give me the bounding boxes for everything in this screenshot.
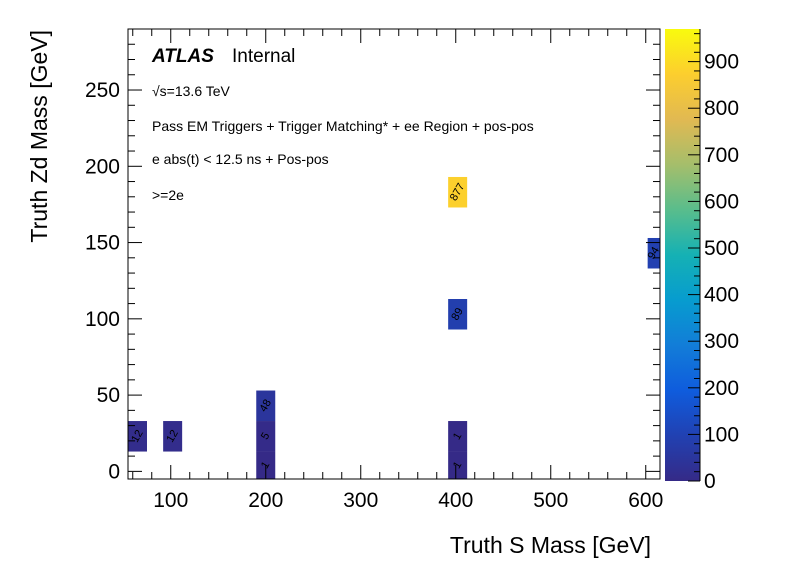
heatmap-cell	[448, 176, 468, 208]
y-tick-label: 150	[85, 232, 120, 255]
heatmap-cell	[163, 421, 183, 452]
y-tick-label: 0	[108, 460, 120, 483]
palette-gradient	[665, 29, 700, 481]
heatmap-cell	[256, 390, 276, 422]
palette-tick-label: 300	[704, 330, 739, 353]
selection-label-1: Pass EM Triggers + Trigger Matching* + e…	[152, 118, 534, 134]
selection-label-3: >=2e	[152, 187, 184, 203]
palette-tick-label: 900	[704, 51, 739, 74]
y-tick-label: 200	[85, 155, 120, 178]
x-tick-label: 600	[628, 489, 663, 512]
x-tick-label: 300	[343, 489, 378, 512]
cell-value-label: 1	[451, 460, 464, 471]
energy-label: √s=13.6 TeV	[152, 83, 231, 99]
palette-tick-label: 100	[704, 423, 739, 446]
selection-label-2: e abs(t) < 12.5 ns + Pos-pos	[152, 151, 329, 167]
atlas-label: ATLAS	[151, 46, 214, 67]
x-axis-title: Truth S Mass [GeV]	[450, 532, 651, 558]
palette-tick-label: 500	[704, 237, 739, 260]
plot-frame	[127, 28, 661, 480]
heatmap-cell	[128, 421, 147, 452]
heatmap-cell	[448, 299, 468, 330]
heatmap-cell	[448, 451, 468, 479]
x-tick-label: 100	[153, 489, 188, 512]
heatmap-cell	[448, 421, 468, 452]
x-tick-label: 200	[248, 489, 283, 512]
cell-value-label: 89	[449, 306, 466, 323]
cell-value-label: 1	[451, 431, 464, 442]
heatmap-cell	[647, 237, 660, 269]
palette-tick-label: 400	[704, 284, 739, 307]
palette-tick-label: 800	[704, 97, 739, 120]
heatmap-cell	[256, 421, 276, 452]
palette-tick-label: 700	[704, 144, 739, 167]
y-tick-label: 250	[85, 79, 120, 102]
y-tick-label: 100	[85, 308, 120, 331]
x-tick-label: 500	[533, 489, 568, 512]
y-tick-label: 50	[97, 384, 120, 407]
x-tick-label: 400	[438, 489, 473, 512]
axis-ticks: 100 200 300 400 500 600 0 50 100 150 200 250	[85, 29, 663, 512]
cell-value-label: 5	[259, 431, 272, 442]
internal-label: Internal	[232, 46, 295, 67]
cell-value-label: 12	[164, 428, 181, 445]
plot-border	[127, 28, 661, 480]
palette-tick-label: 0	[704, 470, 716, 493]
y-axis-title: Truth Zd Mass [GeV]	[26, 30, 52, 243]
cell-value-label: 48	[257, 397, 274, 414]
palette-tick-label: 600	[704, 190, 739, 213]
palette-tick-label: 200	[704, 377, 739, 400]
color-palette: 0 100 200 300 400 500 600 700 800 900	[665, 29, 739, 493]
